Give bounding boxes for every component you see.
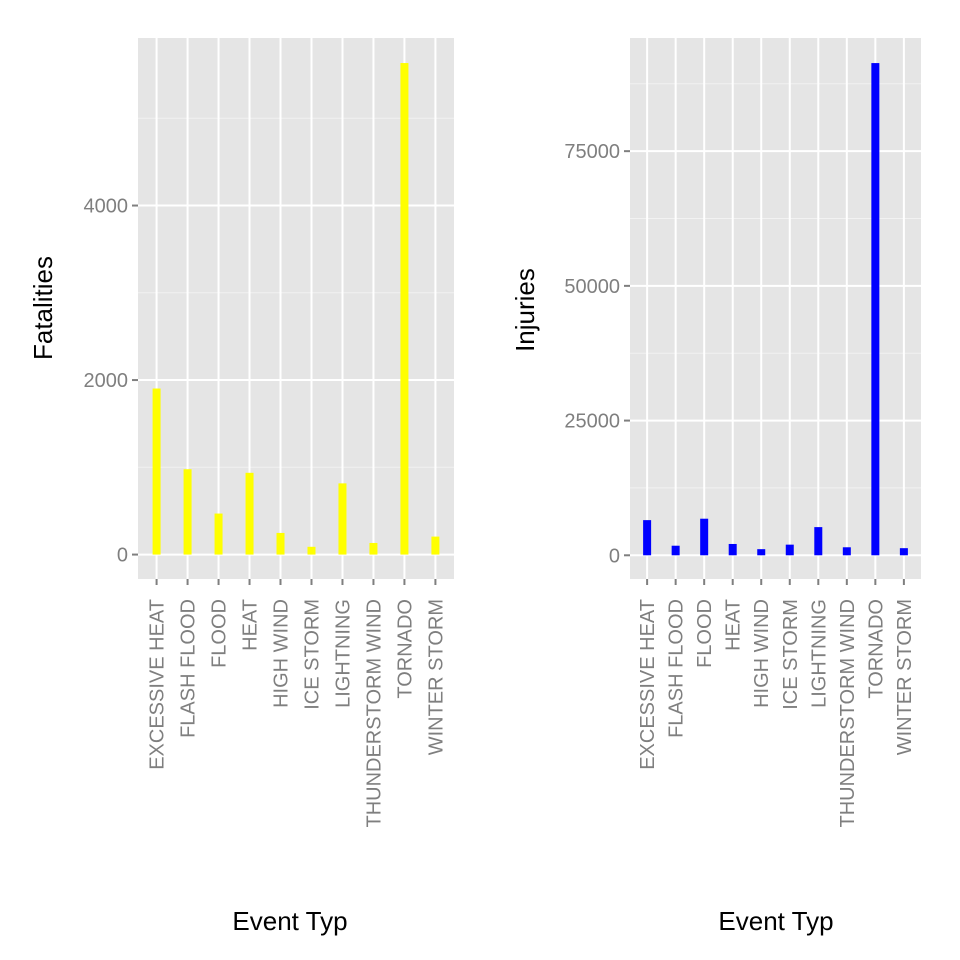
x-tick-label: TORNADO [394,599,416,699]
x-tick-label: FLOOD [694,599,716,668]
bar-lightning [814,527,823,556]
x-tick-label: LIGHTNING [332,599,354,708]
x-tick-label: EXCESSIVE HEAT [637,599,659,770]
bar-tornado [871,63,880,556]
y-tick-label: 75000 [564,141,620,163]
bar-lightning [338,483,347,555]
x-tick-label: FLASH FLOOD [178,599,200,738]
bar-tornado [400,63,409,555]
x-tick-label: FLOOD [209,599,231,668]
bar-high-wind [276,532,285,555]
bar-thunderstorm-wind [842,547,851,556]
panel-2: 0 25000 50000 75000 EXCESSIVE HEAT FLASH FLOO… [510,38,921,936]
x-tick-label: HEAT [240,599,262,651]
x-tick-label: THUNDERSTORM WIND [363,599,385,828]
bar-excessive-heat [643,520,652,556]
bar-flash-flood [183,469,192,555]
bar-ice-storm [307,546,316,555]
x-tick-label: LIGHTNING [808,599,830,708]
bar-ice-storm [785,544,794,556]
x-tick-label: ICE STORM [780,599,802,710]
y-tick-label: 0 [117,545,128,567]
y-tick-label: 2000 [84,370,129,392]
bar-thunderstorm-wind [369,542,378,555]
x-tick-label: ICE STORM [301,599,323,710]
bar-heat [728,543,737,556]
x-tick-label: TORNADO [865,599,887,699]
bar-flood [214,513,223,555]
bar-excessive-heat [152,388,161,555]
bar-flood [700,518,709,556]
x-axis-title: Event Typ [718,906,833,936]
x-tick-label: THUNDERSTORM WIND [837,599,859,828]
x-tick-label: FLASH FLOOD [666,599,688,738]
x-tick-label: HIGH WIND [271,599,293,708]
y-tick-label: 50000 [564,276,620,298]
x-axis-title: Event Typ [232,906,347,936]
bar-winter-storm [431,536,440,555]
x-tick-label: EXCESSIVE HEAT [147,599,169,770]
panel-1: 0 2000 4000 EXCESSIVE HEAT FLASH FLOOD FLOOD H… [28,38,454,936]
y-tick-label: 0 [609,545,620,567]
y-axis-title: Fatalities [28,256,58,360]
y-tick-label: 25000 [564,411,620,433]
x-tick-label: HEAT [723,599,745,651]
y-axis-title: Injuries [510,268,540,352]
x-tick-label: HIGH WIND [751,599,773,708]
bar-flash-flood [671,545,680,556]
bar-heat [245,472,254,555]
x-tick-label: WINTER STORM [425,599,447,755]
x-tick-label: WINTER STORM [894,599,916,755]
bar-winter-storm [899,548,908,556]
bar-high-wind [757,549,766,556]
y-tick-label: 4000 [84,196,129,218]
